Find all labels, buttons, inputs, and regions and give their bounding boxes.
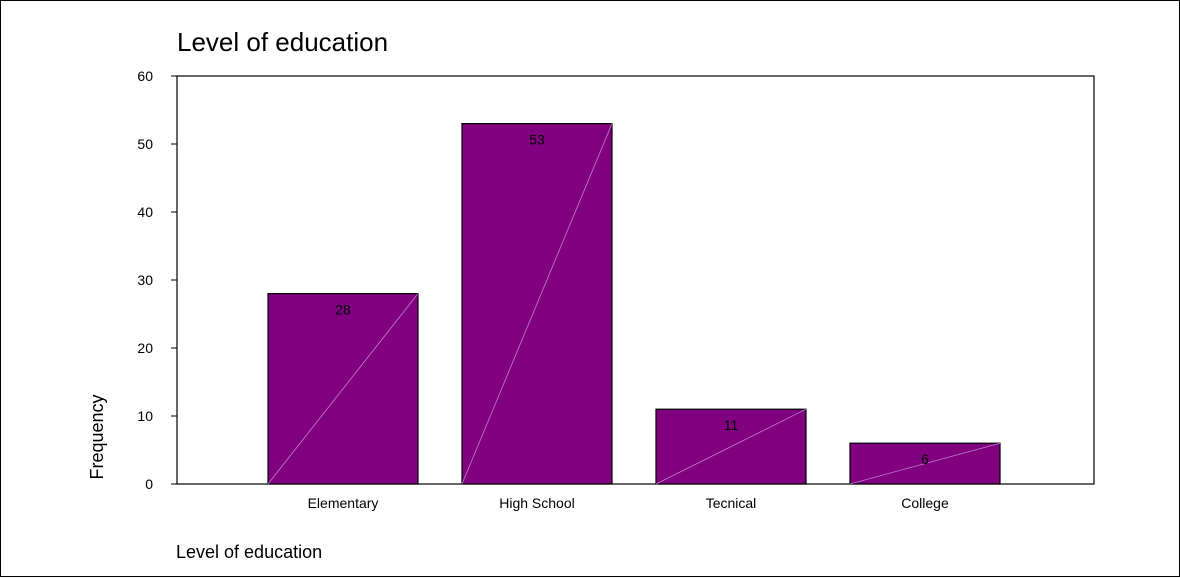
x-axis: Elementary High School Tecnical College xyxy=(308,495,949,511)
y-tick-label: 30 xyxy=(137,272,153,288)
y-tick-label: 10 xyxy=(137,408,153,424)
x-tick-label: High School xyxy=(499,495,575,511)
data-label: 6 xyxy=(921,451,929,467)
x-tick-label: Elementary xyxy=(308,495,379,511)
x-tick-label: College xyxy=(901,495,949,511)
data-label: 28 xyxy=(335,302,351,318)
y-tick-label: 20 xyxy=(137,340,153,356)
x-axis-label: Level of education xyxy=(176,542,322,562)
x-tick-label: Tecnical xyxy=(706,495,757,511)
y-axis-label: Frequency xyxy=(87,394,107,479)
y-tick-label: 40 xyxy=(137,204,153,220)
y-tick-label: 60 xyxy=(137,68,153,84)
y-tick-label: 0 xyxy=(145,476,153,492)
data-label: 53 xyxy=(529,132,545,148)
data-label: 11 xyxy=(724,417,739,433)
y-axis: 0 10 20 30 40 50 60 xyxy=(137,68,177,492)
bars: 28 53 11 6 xyxy=(268,124,1000,484)
chart-title: Level of education xyxy=(177,27,388,57)
y-tick-label: 50 xyxy=(137,136,153,152)
